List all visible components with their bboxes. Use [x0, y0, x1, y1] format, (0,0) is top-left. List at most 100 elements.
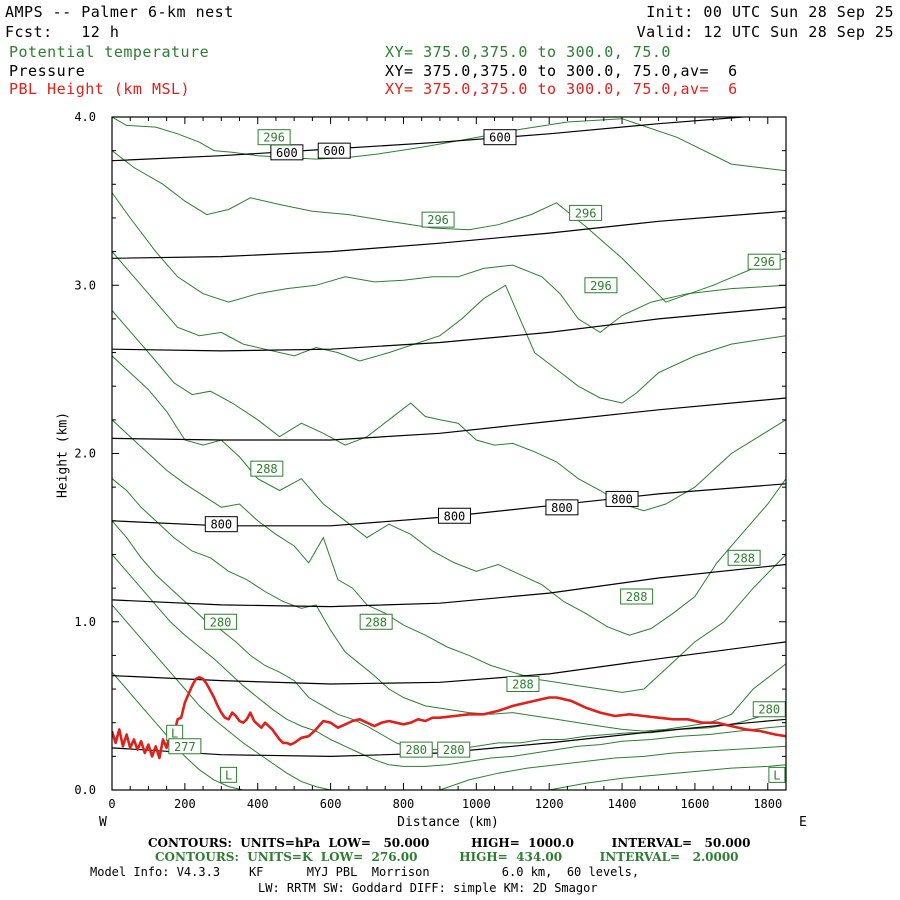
theta-label-9-text: 288 [733, 551, 755, 565]
y-axis-title: Height (km) [55, 411, 71, 499]
y-tick-label-2: 2.0 [74, 447, 96, 461]
pressure-label-2-box [483, 129, 517, 146]
footer-model-info: Model Info: V4.3.3 KF MYJ PBL Morrison 6… [90, 865, 640, 879]
y-tick-label-3: 3.0 [74, 278, 96, 292]
theta-label-3-text: 296 [590, 279, 612, 293]
field-pressure-label: Pressure [9, 62, 86, 80]
theta-label-8-box [620, 588, 654, 605]
theta-label-6: 288 [359, 613, 393, 630]
theta-label-13-box [752, 701, 786, 718]
theta-label-2-text: 296 [575, 206, 597, 220]
theta-contour-4 [112, 310, 786, 512]
field-pressure-xy: XY= 375.0,375.0 to 300.0, 75.0,av= 6 [385, 62, 738, 80]
theta-label-6-box [359, 613, 393, 630]
theta-label-12: 280 [437, 741, 471, 758]
field-theta-xy: XY= 375.0,375.0 to 300.0, 75.0 [385, 43, 671, 61]
theta-label-3-box [584, 277, 618, 294]
theta-label-0: 296 [257, 129, 291, 146]
theta-label-17-box [768, 766, 786, 783]
theta-contour-6 [112, 419, 786, 693]
theta-label-8: 288 [620, 588, 654, 605]
theta-label-15: 277 [168, 738, 202, 755]
pressure-label-4: 800 [437, 507, 471, 524]
theta-label-13-text: 280 [758, 703, 780, 717]
theta-contour-9 [112, 554, 786, 767]
pressure-label-5: 800 [545, 499, 579, 516]
theta-label-14: L [166, 724, 184, 741]
theta-label-2-box [569, 204, 603, 221]
footer-physics: LW: RRTM SW: Goddard DIFF: simple KM: 2D… [258, 881, 598, 895]
theta-label-3: 296 [584, 277, 618, 294]
x-end-east: E [799, 815, 807, 830]
theta-label-13: 280 [752, 701, 786, 718]
theta-label-7: 288 [506, 676, 540, 693]
pressure-contour-750 [112, 397, 786, 441]
pressure-label-2: 600 [483, 129, 517, 146]
theta-label-5-text: 288 [256, 462, 278, 476]
theta-label-7-box [506, 676, 540, 693]
theta-contour-5 [112, 355, 786, 636]
theta-contour-2 [112, 192, 786, 334]
pressure-label-5-text: 800 [551, 501, 573, 515]
theta-contour-8 [112, 520, 786, 751]
theta-label-9: 288 [727, 549, 761, 566]
field-pbl-xy: XY= 375.0,375.0 to 300.0, 75.0,av= 6 [385, 80, 738, 98]
pressure-label-4-box [437, 507, 471, 524]
header-init: Init: 00 UTC Sun 28 Sep 25 [646, 3, 894, 21]
theta-label-17-text: L [773, 768, 780, 782]
theta-label-11-text: 280 [405, 743, 427, 757]
pressure-label-0-text: 600 [276, 146, 298, 160]
header-fcst: Fcst: 12 h [5, 23, 120, 41]
theta-label-4-text: 296 [753, 255, 775, 269]
x-tick-label-800: 800 [393, 797, 415, 811]
header-model: AMPS -- Palmer 6-km nest [5, 3, 234, 21]
x-tick-label-1800: 1800 [753, 797, 782, 811]
x-tick-label-1400: 1400 [608, 797, 637, 811]
y-tick-label-0: 0.0 [74, 783, 96, 797]
pressure-label-1: 600 [317, 142, 351, 159]
pressure-label-6-box [605, 490, 639, 507]
theta-label-7-text: 288 [512, 678, 534, 692]
theta-label-12-text: 280 [443, 743, 465, 757]
theta-label-11: 280 [399, 741, 433, 758]
theta-label-9-box [727, 549, 761, 566]
pressure-contour-650 [112, 210, 786, 259]
x-end-west: W [99, 815, 107, 830]
pressure-label-1-box [317, 142, 351, 159]
footer-pressure-contours: CONTOURS: UNITS=hPa LOW= 50.000 HIGH= 10… [148, 836, 751, 850]
theta-contour-0 [112, 117, 786, 172]
y-tick-label-1: 1.0 [74, 615, 96, 629]
footer-theta-contours: CONTOURS: UNITS=K LOW= 276.00 HIGH= 434.… [155, 850, 739, 864]
theta-label-6-text: 288 [365, 615, 387, 629]
pressure-contour-850 [112, 563, 786, 608]
theta-label-1-box [421, 211, 455, 228]
theta-label-17: L [768, 766, 786, 783]
pressure-label-6-text: 800 [611, 492, 633, 506]
pressure-label-2-text: 600 [489, 131, 511, 145]
theta-label-16: L [220, 766, 238, 783]
x-tick-label-1200: 1200 [535, 797, 564, 811]
theta-label-10-text: 280 [210, 615, 232, 629]
pressure-contour-600 [112, 117, 751, 162]
pressure-label-1-text: 600 [323, 144, 345, 158]
theta-contour-1 [112, 150, 786, 303]
theta-contour-7 [112, 478, 786, 732]
x-tick-label-600: 600 [320, 797, 342, 811]
theta-label-0-box [257, 129, 291, 146]
theta-label-4: 296 [747, 253, 781, 270]
theta-contour-12 [439, 745, 786, 790]
y-tick-label-4: 4.0 [74, 110, 96, 124]
pressure-label-6: 800 [605, 490, 639, 507]
x-tick-label-0: 0 [108, 797, 115, 811]
theta-contour-3 [112, 251, 786, 404]
theta-label-16-text: L [225, 768, 232, 782]
x-tick-label-200: 200 [174, 797, 196, 811]
x-tick-label-1000: 1000 [462, 797, 491, 811]
field-theta-label: Potential temperature [9, 43, 210, 61]
x-tick-label-400: 400 [247, 797, 269, 811]
theta-label-5: 288 [250, 460, 284, 477]
field-pbl-label: PBL Height (km MSL) [9, 80, 191, 98]
header-valid: Valid: 12 UTC Sun 28 Sep 25 [636, 23, 894, 41]
pressure-label-5-box [545, 499, 579, 516]
